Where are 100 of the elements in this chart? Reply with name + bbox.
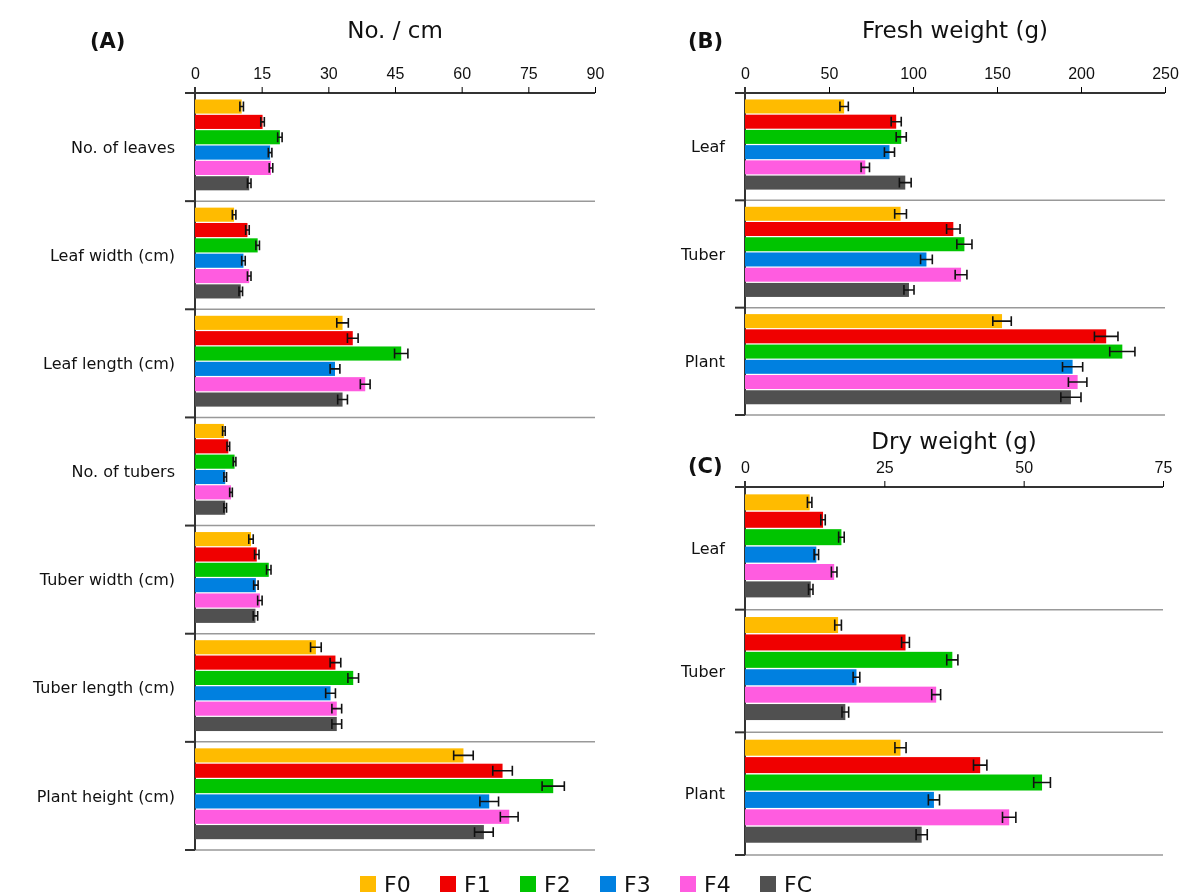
- bar: [195, 670, 354, 686]
- bar: [195, 547, 257, 562]
- x-axis-title: Fresh weight (g): [862, 17, 1048, 43]
- x-tick-label: 0: [191, 65, 201, 83]
- bar: [195, 99, 242, 114]
- bar: [195, 500, 226, 515]
- legend-label: FC: [784, 871, 813, 896]
- bar: [195, 377, 366, 392]
- bar: [195, 578, 256, 593]
- bar: [195, 686, 331, 701]
- bar: [745, 563, 835, 580]
- y-tick-label: No. of leaves: [71, 137, 175, 157]
- bar: [195, 284, 241, 299]
- y-tick-label: Plant: [684, 784, 725, 804]
- bar: [195, 779, 554, 794]
- y-tick-label: Leaf: [691, 538, 726, 558]
- bar: [745, 237, 965, 252]
- bar: [195, 114, 263, 129]
- bar: [195, 562, 269, 577]
- x-tick-label: 50: [820, 65, 839, 83]
- bar: [745, 757, 981, 774]
- chart-title: (B): [688, 29, 724, 53]
- y-tick-label: Tuber length (cm): [31, 678, 175, 698]
- bar: [745, 739, 901, 756]
- bar: [745, 686, 937, 703]
- bar: [745, 791, 934, 808]
- bar: [195, 331, 353, 346]
- x-axis-title: No. / cm: [347, 17, 443, 43]
- chart-title: (A): [90, 29, 126, 53]
- bar: [195, 469, 226, 485]
- bar: [745, 359, 1073, 374]
- bar: [745, 494, 810, 511]
- bar: [195, 640, 316, 655]
- bar: [195, 253, 244, 268]
- y-tick-label: Tuber: [679, 244, 726, 264]
- x-tick-label: 25: [875, 459, 894, 477]
- bar: [745, 252, 927, 267]
- bar: [745, 826, 922, 843]
- bar: [195, 608, 256, 623]
- bar: [195, 485, 231, 500]
- x-tick-label: 50: [1015, 459, 1034, 477]
- y-tick-label: Plant height (cm): [36, 786, 175, 806]
- bar: [745, 175, 906, 190]
- bar: [745, 390, 1071, 405]
- bar: [195, 238, 258, 253]
- bar: [195, 794, 490, 809]
- bar: [195, 701, 337, 716]
- bar: [195, 593, 260, 608]
- x-tick-label: 90: [586, 65, 605, 83]
- bar: [745, 511, 824, 528]
- bar: [195, 315, 343, 330]
- x-tick-label: 200: [1068, 65, 1095, 83]
- y-tick-label: Plant: [684, 351, 725, 371]
- y-tick-label: Leaf width (cm): [49, 245, 175, 265]
- bar: [745, 314, 1003, 329]
- bar: [745, 546, 817, 563]
- bar: [195, 439, 229, 454]
- bar: [195, 763, 503, 778]
- y-tick-label: Leaf length (cm): [43, 353, 175, 373]
- bar: [745, 581, 811, 598]
- bar: [195, 130, 280, 145]
- y-tick-label: Tuber: [679, 661, 726, 681]
- bar: [745, 809, 1010, 826]
- x-tick-label: 45: [386, 65, 405, 83]
- x-axis-title: Dry weight (g): [871, 428, 1037, 454]
- x-tick-label: 60: [453, 65, 472, 83]
- bar: [745, 704, 846, 721]
- x-tick-label: 0: [741, 65, 751, 83]
- bar: [745, 651, 953, 668]
- bar: [195, 222, 248, 238]
- bar: [745, 669, 857, 686]
- bar: [195, 145, 271, 160]
- bar: [745, 99, 845, 114]
- bar: [745, 634, 906, 651]
- bar: [745, 774, 1043, 791]
- bar: [745, 529, 842, 546]
- bar: [195, 532, 251, 547]
- bar: [745, 267, 962, 282]
- bar: [195, 160, 271, 175]
- bar: [745, 129, 902, 144]
- bar: [745, 222, 954, 237]
- bar: [745, 145, 890, 160]
- bar: [745, 329, 1107, 344]
- legend-label: F2: [544, 871, 571, 896]
- legend-label: F0: [384, 871, 411, 896]
- bar: [195, 361, 335, 376]
- y-tick-label: Leaf: [691, 137, 726, 157]
- bar: [745, 206, 901, 221]
- x-tick-label: 150: [984, 65, 1011, 83]
- x-tick-label: 0: [741, 459, 751, 477]
- bar: [195, 392, 343, 407]
- x-tick-label: 75: [1154, 459, 1173, 477]
- bar: [195, 269, 250, 284]
- legend-label: F1: [464, 871, 491, 896]
- y-tick-label: No. of tubers: [71, 462, 175, 482]
- bar: [195, 825, 484, 840]
- bar: [745, 344, 1123, 359]
- x-tick-label: 30: [319, 65, 338, 83]
- bar: [195, 716, 337, 732]
- legend-label: F4: [704, 871, 731, 896]
